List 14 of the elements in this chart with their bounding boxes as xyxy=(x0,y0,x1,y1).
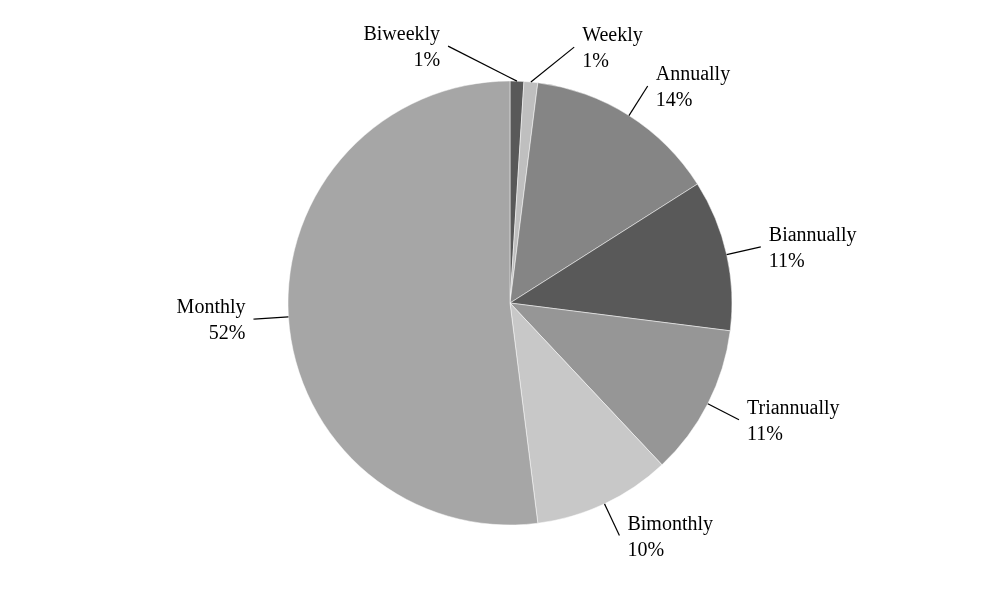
slice-label: Biweekly xyxy=(363,22,441,46)
slice-label: Monthly xyxy=(176,295,246,319)
data-label: 52% xyxy=(208,321,246,344)
data-label: 1% xyxy=(582,49,609,72)
slice-label: Bimonthly xyxy=(627,511,713,535)
slice-label: Annually xyxy=(655,62,731,86)
data-label: 11% xyxy=(768,248,805,271)
slice-label: Weekly xyxy=(582,23,643,47)
slice-label: Triannually xyxy=(746,395,840,419)
data-label: 14% xyxy=(655,88,693,111)
data-label: 11% xyxy=(746,421,783,444)
data-label: 1% xyxy=(413,48,441,71)
data-label: 10% xyxy=(627,537,665,560)
slice-label: Biannually xyxy=(768,222,857,246)
